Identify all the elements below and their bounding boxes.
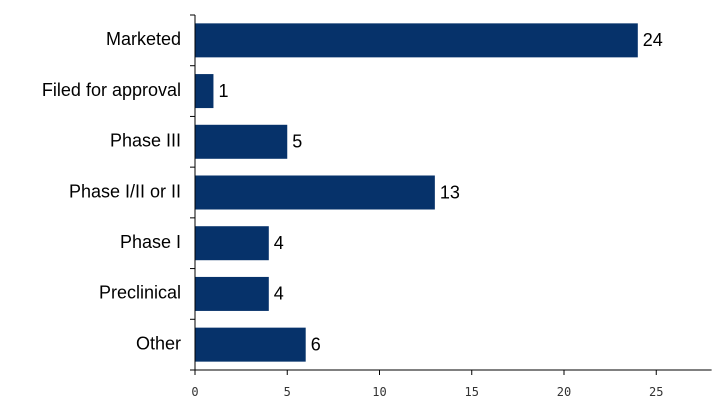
category-label-filed-for-approval: Filed for approval [42, 80, 181, 100]
x-tick-label-0: 0 [191, 385, 198, 399]
bar-marketed [195, 23, 638, 57]
value-label-phase-iii: 5 [292, 132, 302, 152]
bar-other [195, 328, 306, 362]
category-label-phase-iii: Phase III [110, 131, 181, 151]
category-label-phase-i: Phase I [120, 232, 181, 252]
x-tick-label-15: 15 [465, 385, 479, 399]
value-label-other: 6 [311, 334, 321, 354]
value-label-filed-for-approval: 1 [218, 81, 228, 101]
x-tick-label-5: 5 [284, 385, 291, 399]
bars-layer [195, 23, 638, 361]
x-tick-label-20: 20 [557, 385, 571, 399]
bar-phase-i-ii-or-ii [195, 176, 435, 210]
category-label-other: Other [136, 333, 181, 353]
value-label-marketed: 24 [643, 30, 663, 50]
bar-phase-i [195, 226, 269, 260]
bar-preclinical [195, 277, 269, 311]
value-label-phase-i: 4 [274, 233, 284, 253]
category-label-phase-i-ii-or-ii: Phase I/II or II [69, 181, 181, 201]
category-label-preclinical: Preclinical [99, 283, 181, 303]
x-tick-label-10: 10 [372, 385, 386, 399]
bar-filed-for-approval [195, 74, 213, 108]
bar-phase-iii [195, 125, 287, 159]
value-label-preclinical: 4 [274, 284, 284, 304]
category-label-marketed: Marketed [106, 29, 181, 49]
value-label-phase-i-ii-or-ii: 13 [440, 182, 460, 202]
x-tick-label-25: 25 [649, 385, 663, 399]
